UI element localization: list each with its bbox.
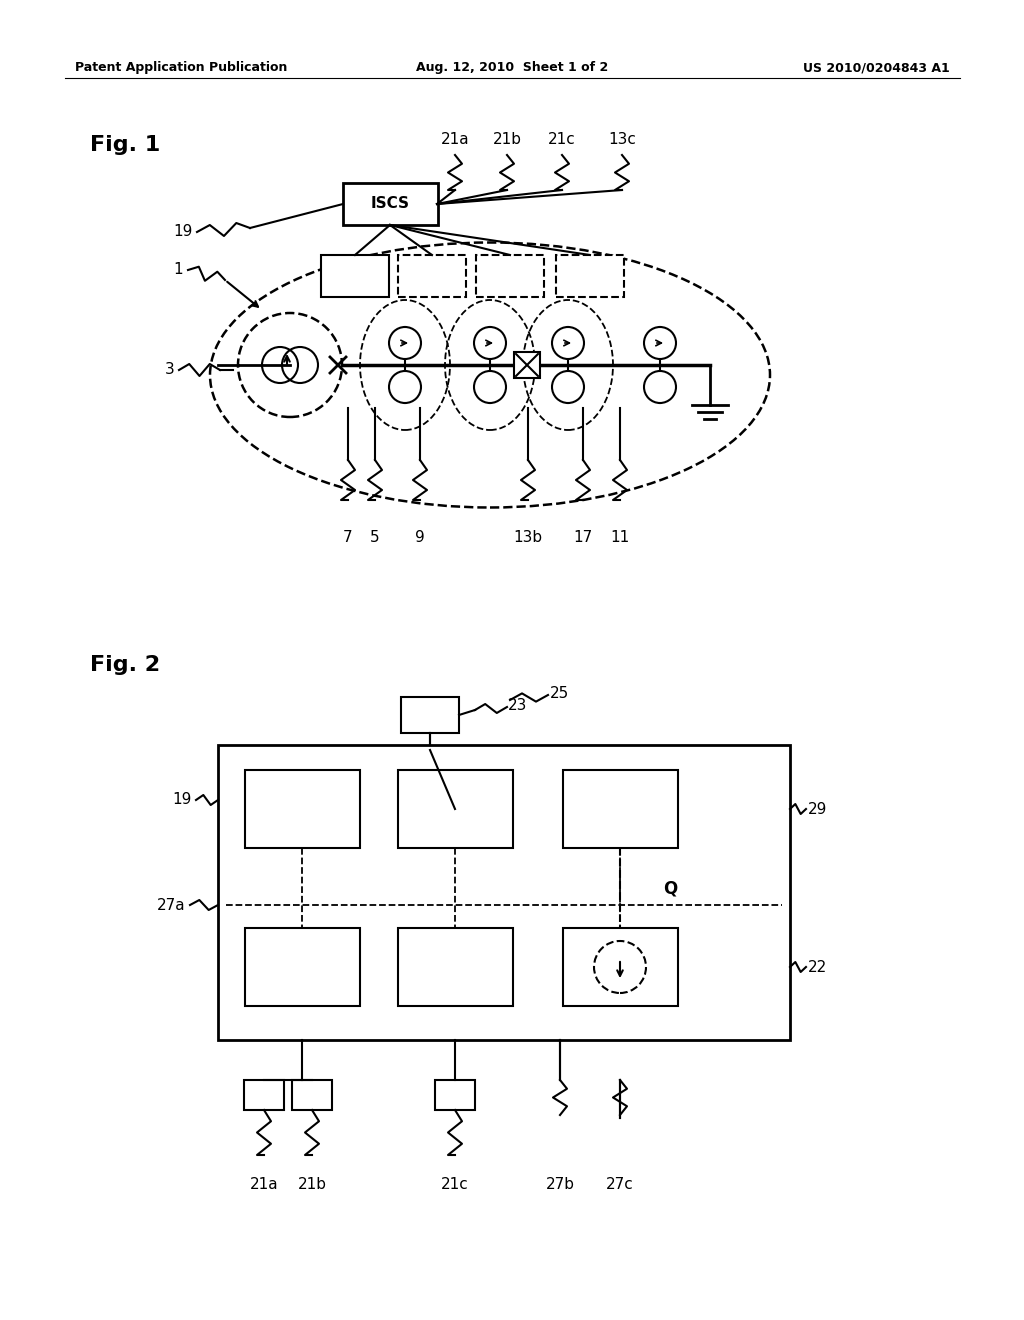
Text: 21c: 21c (441, 1177, 469, 1192)
Text: 29: 29 (808, 801, 827, 817)
FancyBboxPatch shape (514, 352, 540, 378)
FancyBboxPatch shape (563, 770, 678, 847)
Text: 11: 11 (610, 531, 630, 545)
FancyBboxPatch shape (218, 744, 790, 1040)
Text: 21b: 21b (298, 1177, 327, 1192)
Circle shape (644, 327, 676, 359)
Circle shape (552, 327, 584, 359)
Text: 27b: 27b (546, 1177, 574, 1192)
Text: Aug. 12, 2010  Sheet 1 of 2: Aug. 12, 2010 Sheet 1 of 2 (416, 62, 608, 74)
Text: 3: 3 (165, 363, 175, 378)
Text: ISCS: ISCS (371, 197, 410, 211)
Circle shape (474, 371, 506, 403)
Text: 13b: 13b (513, 531, 543, 545)
Circle shape (644, 371, 676, 403)
Text: 7: 7 (343, 531, 353, 545)
Text: Fig. 1: Fig. 1 (90, 135, 160, 154)
FancyBboxPatch shape (398, 928, 513, 1006)
Text: 13c: 13c (608, 132, 636, 147)
Circle shape (552, 371, 584, 403)
Circle shape (389, 371, 421, 403)
FancyBboxPatch shape (245, 928, 360, 1006)
FancyBboxPatch shape (401, 697, 459, 733)
Text: 19: 19 (174, 224, 193, 239)
FancyBboxPatch shape (321, 255, 389, 297)
Circle shape (474, 327, 506, 359)
Text: 23: 23 (508, 697, 527, 713)
Text: 27a: 27a (158, 898, 186, 912)
Circle shape (389, 327, 421, 359)
Text: US 2010/0204843 A1: US 2010/0204843 A1 (803, 62, 950, 74)
FancyBboxPatch shape (398, 255, 466, 297)
Text: 5: 5 (371, 531, 380, 545)
Text: Patent Application Publication: Patent Application Publication (75, 62, 288, 74)
Text: Fig. 2: Fig. 2 (90, 655, 160, 675)
FancyBboxPatch shape (398, 770, 513, 847)
Text: 21a: 21a (250, 1177, 279, 1192)
FancyBboxPatch shape (244, 1080, 284, 1110)
Text: 19: 19 (173, 792, 193, 808)
Text: 27c: 27c (606, 1177, 634, 1192)
Text: Q: Q (663, 879, 677, 898)
Circle shape (238, 313, 342, 417)
Text: 21c: 21c (548, 132, 575, 147)
FancyBboxPatch shape (245, 770, 360, 847)
FancyBboxPatch shape (556, 255, 624, 297)
Text: 9: 9 (415, 531, 425, 545)
Text: 25: 25 (550, 685, 569, 701)
Text: 21b: 21b (493, 132, 521, 147)
Text: 21a: 21a (440, 132, 469, 147)
FancyBboxPatch shape (343, 183, 438, 224)
FancyBboxPatch shape (292, 1080, 332, 1110)
FancyBboxPatch shape (435, 1080, 475, 1110)
Text: 22: 22 (808, 960, 827, 974)
Text: 1: 1 (173, 263, 183, 277)
FancyBboxPatch shape (476, 255, 544, 297)
FancyBboxPatch shape (563, 928, 678, 1006)
Text: 17: 17 (573, 531, 593, 545)
